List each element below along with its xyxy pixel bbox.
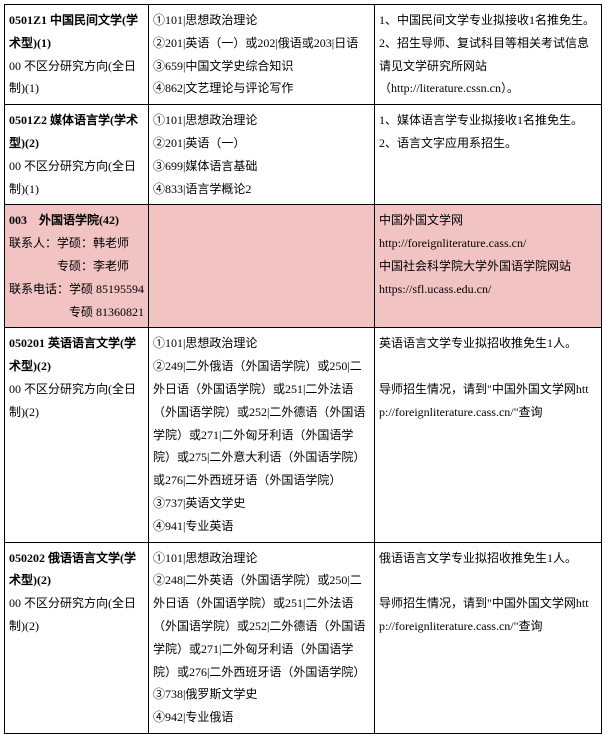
col-notes: 1、中国民间文学专业拟接收1名推免生。2、招生导师、复试科目等相关考试信息请见文… bbox=[375, 5, 602, 105]
text-line: 1、中国民间文学专业拟接收1名推免生。 bbox=[379, 9, 597, 32]
col-major: 003 外国语学院(42)联系人：学硕：韩老师 专硕：李老师联系电话：学硕 85… bbox=[5, 205, 149, 328]
text-line: 2、招生导师、复试科目等相关考试信息请见文学研究所网站 bbox=[379, 32, 597, 78]
text-line: ②249|二外俄语（外国语学院）或250|二外日语（外国语学院）或251|二外法… bbox=[153, 355, 370, 492]
col-notes: 英语语言文学专业拟招收推免生1人。 导师招生情况，请到"中国外国文学网http:… bbox=[375, 328, 602, 542]
text-line: 导师招生情况，请到"中国外国文学网http://foreignliteratur… bbox=[379, 592, 597, 638]
text-line: 050201 英语语言文学(学术型)(2) bbox=[9, 332, 144, 378]
col-exam: ①101|思想政治理论②201|英语（一）或202|俄语或203|日语③659|… bbox=[149, 5, 375, 105]
col-notes: 1、媒体语言学专业拟接收1名推免生。2、语言文字应用系招生。 bbox=[375, 105, 602, 205]
text-line bbox=[379, 569, 597, 592]
col-notes: 俄语语言文学专业拟招收推免生1人。 导师招生情况，请到"中国外国文学网http:… bbox=[375, 542, 602, 733]
text-line: ②248|二外英语（外国语学院）或250|二外日语（外国语学院）或251|二外法… bbox=[153, 569, 370, 683]
text-line: 00 不区分研究方向(全日制)(1) bbox=[9, 155, 144, 201]
text-line: 中国社会科学院大学外国语学院网站 bbox=[379, 255, 597, 278]
col-exam bbox=[149, 205, 375, 328]
text-line: 英语语言文学专业拟招收推免生1人。 bbox=[379, 332, 597, 355]
text-line: ④833|语言学概论2 bbox=[153, 178, 370, 201]
text-line: 联系电话：学硕 85195594 bbox=[9, 278, 144, 301]
col-major: 050202 俄语语言文学(学术型)(2)00 不区分研究方向(全日制)(2) bbox=[5, 542, 149, 733]
col-major: 0501Z2 媒体语言学(学术型)(2)00 不区分研究方向(全日制)(1) bbox=[5, 105, 149, 205]
text-line: 00 不区分研究方向(全日制)(2) bbox=[9, 378, 144, 424]
text-line: 俄语语言文学专业拟招收推免生1人。 bbox=[379, 547, 597, 570]
text-line: ③738|俄罗斯文学史 bbox=[153, 683, 370, 706]
table-row: 0501Z2 媒体语言学(学术型)(2)00 不区分研究方向(全日制)(1)①1… bbox=[5, 105, 602, 205]
text-line: 003 外国语学院(42) bbox=[9, 209, 144, 232]
text-line: ②201|英语（一） bbox=[153, 132, 370, 155]
table-row: 050202 俄语语言文学(学术型)(2)00 不区分研究方向(全日制)(2)①… bbox=[5, 542, 602, 733]
text-line: 050202 俄语语言文学(学术型)(2) bbox=[9, 547, 144, 593]
text-line: ③737|英语文学史 bbox=[153, 492, 370, 515]
text-line: ③659|中国文学史综合知识 bbox=[153, 55, 370, 78]
text-line: ①101|思想政治理论 bbox=[153, 109, 370, 132]
text-line bbox=[379, 355, 597, 378]
col-major: 0501Z1 中国民间文学(学术型)(1)00 不区分研究方向(全日制)(1) bbox=[5, 5, 149, 105]
col-major: 050201 英语语言文学(学术型)(2)00 不区分研究方向(全日制)(2) bbox=[5, 328, 149, 542]
col-exam: ①101|思想政治理论②249|二外俄语（外国语学院）或250|二外日语（外国语… bbox=[149, 328, 375, 542]
text-line: 00 不区分研究方向(全日制)(1) bbox=[9, 55, 144, 101]
text-line: ④942|专业俄语 bbox=[153, 706, 370, 729]
text-line: 中国外国文学网 bbox=[379, 209, 597, 232]
text-line: 00 不区分研究方向(全日制)(2) bbox=[9, 592, 144, 638]
text-line: 2、语言文字应用系招生。 bbox=[379, 132, 597, 155]
text-line: 专硕：李老师 bbox=[9, 255, 144, 278]
text-line: ②201|英语（一）或202|俄语或203|日语 bbox=[153, 32, 370, 55]
text-line: http://foreignliterature.cass.cn/ bbox=[379, 232, 597, 255]
text-line: ③699|媒体语言基础 bbox=[153, 155, 370, 178]
text-line: ④862|文艺理论与评论写作 bbox=[153, 77, 370, 100]
col-notes: 中国外国文学网http://foreignliterature.cass.cn/… bbox=[375, 205, 602, 328]
text-line: 专硕 81360821 bbox=[9, 301, 144, 324]
text-line: 导师招生情况，请到"中国外国文学网http://foreignliteratur… bbox=[379, 378, 597, 424]
text-line: https://sfl.ucass.edu.cn/ bbox=[379, 278, 597, 301]
text-line: ①101|思想政治理论 bbox=[153, 9, 370, 32]
text-line: 1、媒体语言学专业拟接收1名推免生。 bbox=[379, 109, 597, 132]
col-exam: ①101|思想政治理论②201|英语（一）③699|媒体语言基础④833|语言学… bbox=[149, 105, 375, 205]
text-line: ④941|专业英语 bbox=[153, 515, 370, 538]
text-line: 0501Z1 中国民间文学(学术型)(1) bbox=[9, 9, 144, 55]
text-line: ①101|思想政治理论 bbox=[153, 332, 370, 355]
text-line: ①101|思想政治理论 bbox=[153, 547, 370, 570]
text-line: 联系人：学硕：韩老师 bbox=[9, 232, 144, 255]
table-row: 0501Z1 中国民间文学(学术型)(1)00 不区分研究方向(全日制)(1)①… bbox=[5, 5, 602, 105]
table-row: 050201 英语语言文学(学术型)(2)00 不区分研究方向(全日制)(2)①… bbox=[5, 328, 602, 542]
table-row: 003 外国语学院(42)联系人：学硕：韩老师 专硕：李老师联系电话：学硕 85… bbox=[5, 205, 602, 328]
text-line: （http://literature.cssn.cn）。 bbox=[379, 77, 597, 100]
catalog-table: 0501Z1 中国民间文学(学术型)(1)00 不区分研究方向(全日制)(1)①… bbox=[4, 4, 602, 734]
text-line: 0501Z2 媒体语言学(学术型)(2) bbox=[9, 109, 144, 155]
col-exam: ①101|思想政治理论②248|二外英语（外国语学院）或250|二外日语（外国语… bbox=[149, 542, 375, 733]
